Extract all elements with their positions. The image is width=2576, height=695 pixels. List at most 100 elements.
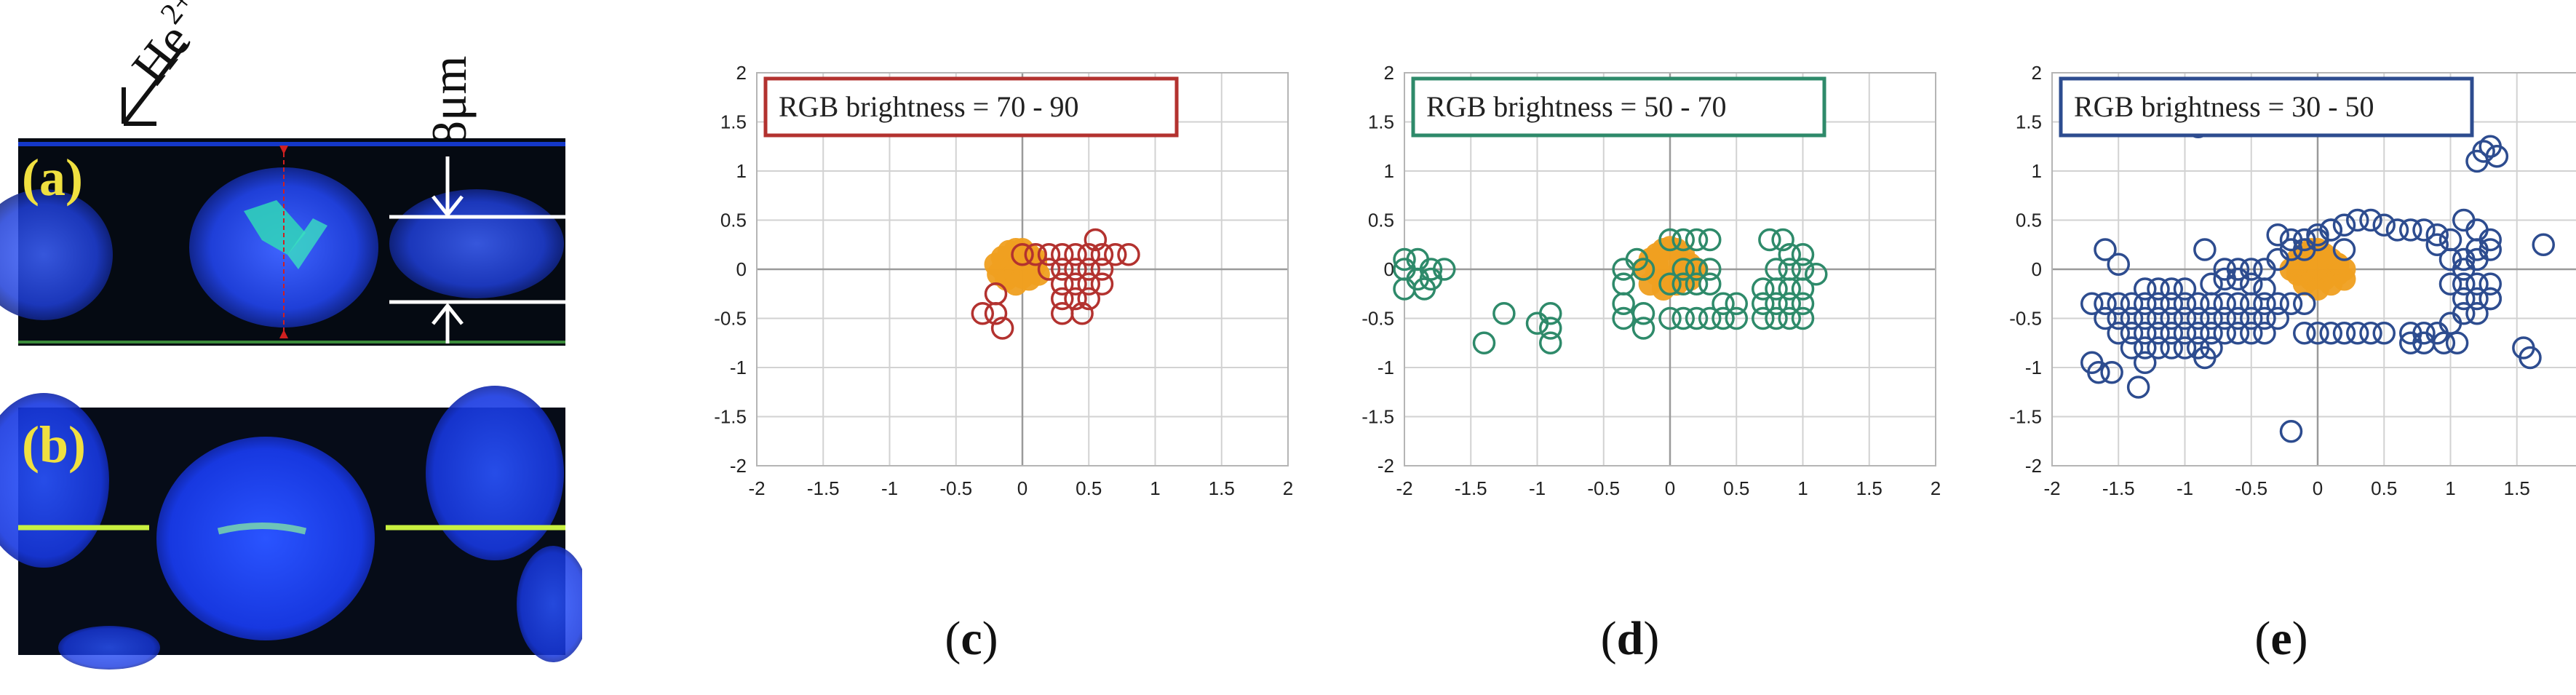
data-point	[1077, 258, 1100, 281]
data-point	[2120, 336, 2144, 360]
data-point	[2452, 272, 2476, 295]
data-point	[2412, 331, 2436, 354]
data-point	[1612, 292, 1635, 315]
data-point	[2173, 322, 2197, 345]
x-tick-label: -0.5	[939, 477, 972, 499]
data-point	[1077, 243, 1100, 266]
y-tick-label: 0	[1384, 258, 1394, 280]
y-tick-label: -1	[1378, 357, 1394, 378]
x-tick-label: 2	[1931, 477, 1941, 499]
data-point	[2240, 272, 2263, 295]
reference-point	[2292, 258, 2316, 281]
data-point	[1539, 302, 1562, 325]
data-point	[1412, 277, 1436, 301]
legend: RGB brightness = 50 - 70	[1411, 76, 1826, 138]
caption-d: (d)	[1600, 612, 1660, 665]
data-point	[1658, 228, 1682, 252]
data-point	[1625, 247, 1649, 271]
y-tick-label: -1	[2025, 357, 2042, 378]
data-point	[2253, 322, 2276, 345]
data-point	[1051, 287, 1074, 311]
data-point	[2452, 287, 2476, 311]
y-tick-label: 0.5	[720, 210, 747, 231]
data-point	[2385, 218, 2409, 242]
data-point	[2120, 292, 2144, 315]
data-point	[2293, 228, 2316, 252]
y-tick-label: 2	[2032, 62, 2042, 84]
data-point	[2332, 238, 2356, 261]
y-tick-label: 2	[736, 62, 747, 84]
data-point	[1791, 258, 1815, 281]
data-point	[2319, 218, 2342, 242]
data-point	[2107, 322, 2130, 345]
data-point	[2134, 306, 2157, 330]
legend: RGB brightness = 30 - 50	[2059, 76, 2474, 138]
data-point	[2173, 336, 2197, 360]
plot-frame	[2051, 72, 2576, 466]
data-point	[2173, 306, 2197, 330]
data-point	[2187, 306, 2210, 330]
x-tick-label: 0.5	[1076, 477, 1102, 499]
data-point	[2319, 322, 2342, 345]
data-point	[1685, 228, 1709, 252]
x-tick-label: -2	[1396, 477, 1412, 499]
data-point	[1104, 243, 1127, 266]
data-point	[2200, 272, 2223, 295]
data-point	[2134, 336, 2157, 360]
micrograph-column: He 2+ 8μm (a)	[0, 0, 582, 670]
x-tick-label: -1.5	[807, 477, 840, 499]
data-point	[1685, 306, 1709, 330]
data-point	[1077, 272, 1100, 295]
legend-box	[763, 76, 1179, 138]
data-point	[1024, 243, 1047, 266]
data-point	[2372, 322, 2396, 345]
data-point	[2532, 233, 2555, 256]
y-tick-label: 1	[2032, 160, 2042, 182]
data-point	[2193, 238, 2217, 261]
x-tick-label: 1.5	[2504, 477, 2530, 499]
panel-a-label: (a)	[22, 148, 83, 207]
data-point	[1051, 243, 1074, 266]
data-point	[2094, 306, 2117, 330]
data-point	[1712, 292, 1735, 315]
data-point	[2399, 331, 2422, 354]
micrograph-b: (b)	[0, 386, 582, 670]
data-point	[2226, 306, 2250, 330]
x-tick-label: 2	[1283, 477, 1293, 499]
data-point	[2478, 272, 2502, 295]
data-point	[1393, 247, 1416, 271]
reference-point	[1011, 265, 1034, 289]
data-point	[1011, 243, 1034, 266]
data-point	[1778, 306, 1801, 330]
data-point	[1752, 306, 1775, 330]
x-tick-label: 1.5	[1856, 477, 1883, 499]
data-point	[2465, 272, 2489, 295]
data-point	[2187, 322, 2210, 345]
data-point	[2478, 287, 2502, 311]
data-point	[1051, 272, 1074, 295]
micrograph-a: (a)	[0, 138, 565, 346]
data-point	[1051, 258, 1074, 281]
scatter-chart-d: -2 -1.5 -1 -0.5 0 0.5 1 1.5 2 -2 -1.5 -1 -0.5 0 0.5 1 1.…	[1361, 62, 1941, 499]
data-point	[2107, 253, 2130, 276]
scatter-chart-e: -2 -1.5 -1 -0.5 0 0.5 1 1.5 2 -2 -1.5 -1 -0.5 0 0.5 1 1.…	[2009, 62, 2576, 499]
caption-c: (c)	[945, 612, 998, 665]
data-point	[1685, 258, 1709, 281]
x-tick-label: -1	[881, 477, 898, 499]
legend: RGB brightness = 70 - 90	[763, 76, 1179, 138]
y-tick-label: 1.5	[1368, 111, 1394, 133]
y-tick-label: 1.5	[720, 111, 747, 133]
x-tick-label: 1	[1797, 477, 1808, 499]
y-tick-label: 1	[736, 160, 747, 182]
data-point	[2438, 272, 2462, 295]
data-point	[1064, 272, 1087, 295]
data-point	[1778, 243, 1801, 266]
x-tick-label: 0	[1017, 477, 1027, 499]
data-point	[2173, 277, 2197, 301]
data-point	[2094, 292, 2117, 315]
y-tick-label: 0	[736, 258, 747, 280]
x-tick-label: 0.5	[1723, 477, 1749, 499]
data-point	[2279, 292, 2303, 315]
x-tick-label: 0	[2313, 477, 2323, 499]
